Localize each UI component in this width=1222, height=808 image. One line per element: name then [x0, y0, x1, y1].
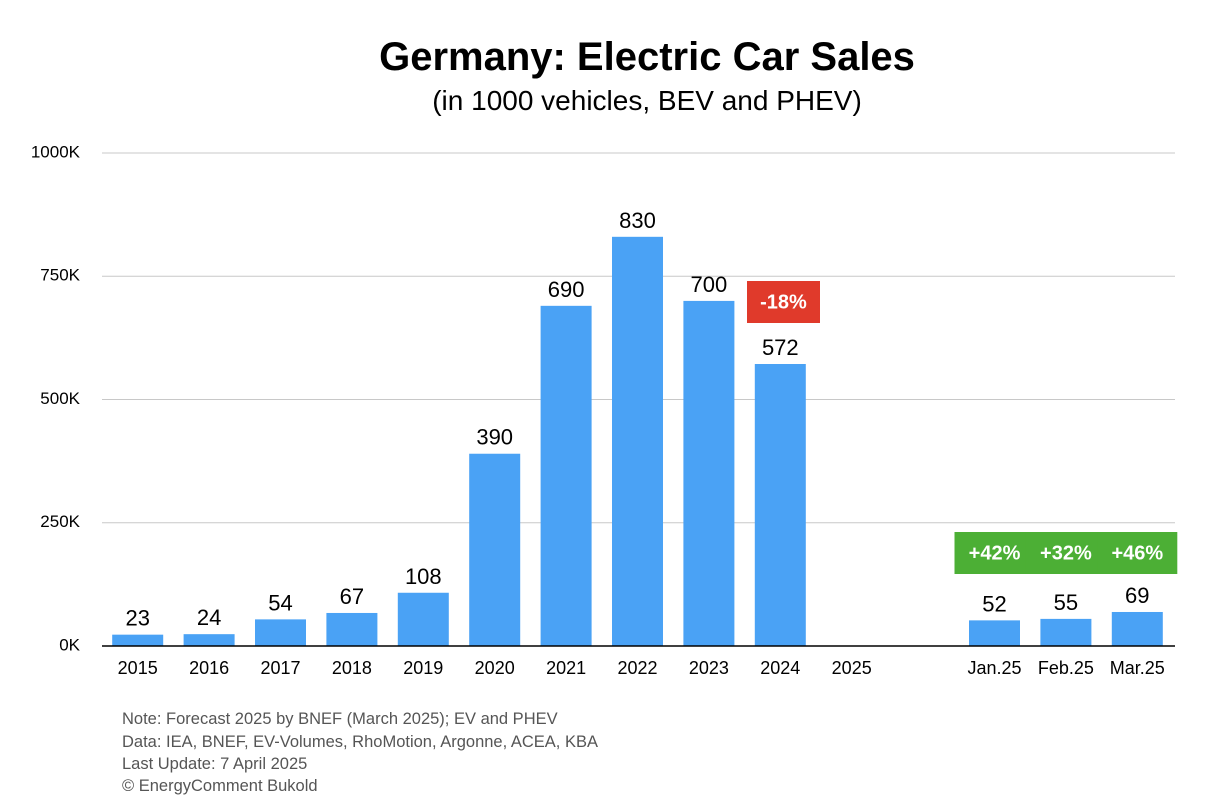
- data-label: 55: [1054, 590, 1078, 615]
- badge-background: [1097, 532, 1178, 574]
- data-label: 23: [125, 606, 149, 631]
- badge-background: [1025, 532, 1106, 574]
- x-tick-label: 2021: [546, 658, 586, 678]
- badge-text: +32%: [1040, 542, 1092, 564]
- data-labels: 23 24 54 67 108 390 690 830 700 572 52 55 69: [125, 208, 1149, 631]
- data-label: 690: [548, 277, 585, 302]
- note-line: © EnergyComment Bukold: [122, 777, 318, 795]
- bar: [112, 634, 164, 646]
- x-tick-label: 2017: [260, 658, 300, 678]
- change-badge: +32%: [1025, 532, 1106, 574]
- data-label: 390: [476, 425, 513, 450]
- note-line: Last Update: 7 April 2025: [122, 755, 307, 773]
- x-tick-label: 2015: [118, 658, 158, 678]
- x-axis: 2015 2016 2017 2018 2019 2020 2021 2022 2023 2024…: [118, 658, 1165, 678]
- x-tick-label: 2025: [832, 658, 872, 678]
- change-badge: -18%: [747, 281, 820, 323]
- data-label: 572: [762, 335, 799, 360]
- bar: [683, 300, 735, 646]
- y-tick-label: 500K: [40, 389, 80, 408]
- y-axis: 0K 250K 500K 750K 1000K: [31, 142, 81, 654]
- x-tick-label: 2023: [689, 658, 729, 678]
- x-tick-label: Feb.25: [1038, 658, 1094, 678]
- chart-subtitle: (in 1000 vehicles, BEV and PHEV): [432, 85, 862, 116]
- bar: [1040, 618, 1092, 646]
- data-label: 24: [197, 605, 221, 630]
- x-tick-label: 2018: [332, 658, 372, 678]
- bar: [1111, 611, 1163, 646]
- badge-background: [954, 532, 1035, 574]
- badge-text: +46%: [1111, 542, 1163, 564]
- notes: Note: Forecast 2025 by BNEF (March 2025)…: [122, 710, 598, 795]
- bar: [397, 592, 449, 646]
- change-badge: +46%: [1097, 532, 1178, 574]
- data-label: 108: [405, 564, 442, 589]
- bar: [183, 634, 235, 646]
- change-badge: +42%: [954, 532, 1035, 574]
- chart-title: Germany: Electric Car Sales: [379, 35, 915, 79]
- x-tick-label: 2022: [617, 658, 657, 678]
- x-tick-label: Mar.25: [1110, 658, 1165, 678]
- x-tick-label: 2024: [760, 658, 800, 678]
- bar: [754, 364, 806, 646]
- badge-text: -18%: [760, 291, 807, 313]
- bar: [326, 612, 378, 646]
- y-tick-label: 1000K: [31, 142, 81, 161]
- note-line: Data: IEA, BNEF, EV-Volumes, RhoMotion, …: [122, 733, 598, 751]
- bar: [540, 305, 592, 646]
- data-label: 830: [619, 208, 656, 233]
- data-label: 69: [1125, 583, 1149, 608]
- y-tick-label: 250K: [40, 512, 80, 531]
- x-tick-label: 2016: [189, 658, 229, 678]
- annotations: -18% +42% +32% +46%: [747, 281, 1178, 574]
- y-tick-label: 750K: [40, 266, 80, 285]
- data-label: 700: [691, 272, 728, 297]
- y-tick-label: 0K: [59, 635, 80, 654]
- x-tick-label: 2020: [475, 658, 515, 678]
- bars: [112, 236, 1163, 646]
- x-tick-label: Jan.25: [967, 658, 1021, 678]
- badge-text: +42%: [969, 542, 1021, 564]
- data-label: 54: [268, 590, 292, 615]
- bar: [612, 236, 663, 646]
- badge-background: [747, 281, 820, 323]
- data-label: 67: [340, 584, 364, 609]
- x-tick-label: 2019: [403, 658, 443, 678]
- bar: [255, 619, 306, 646]
- bar: [969, 620, 1020, 646]
- note-line: Note: Forecast 2025 by BNEF (March 2025)…: [122, 710, 558, 728]
- bar: [469, 453, 521, 646]
- data-label: 52: [982, 591, 1006, 616]
